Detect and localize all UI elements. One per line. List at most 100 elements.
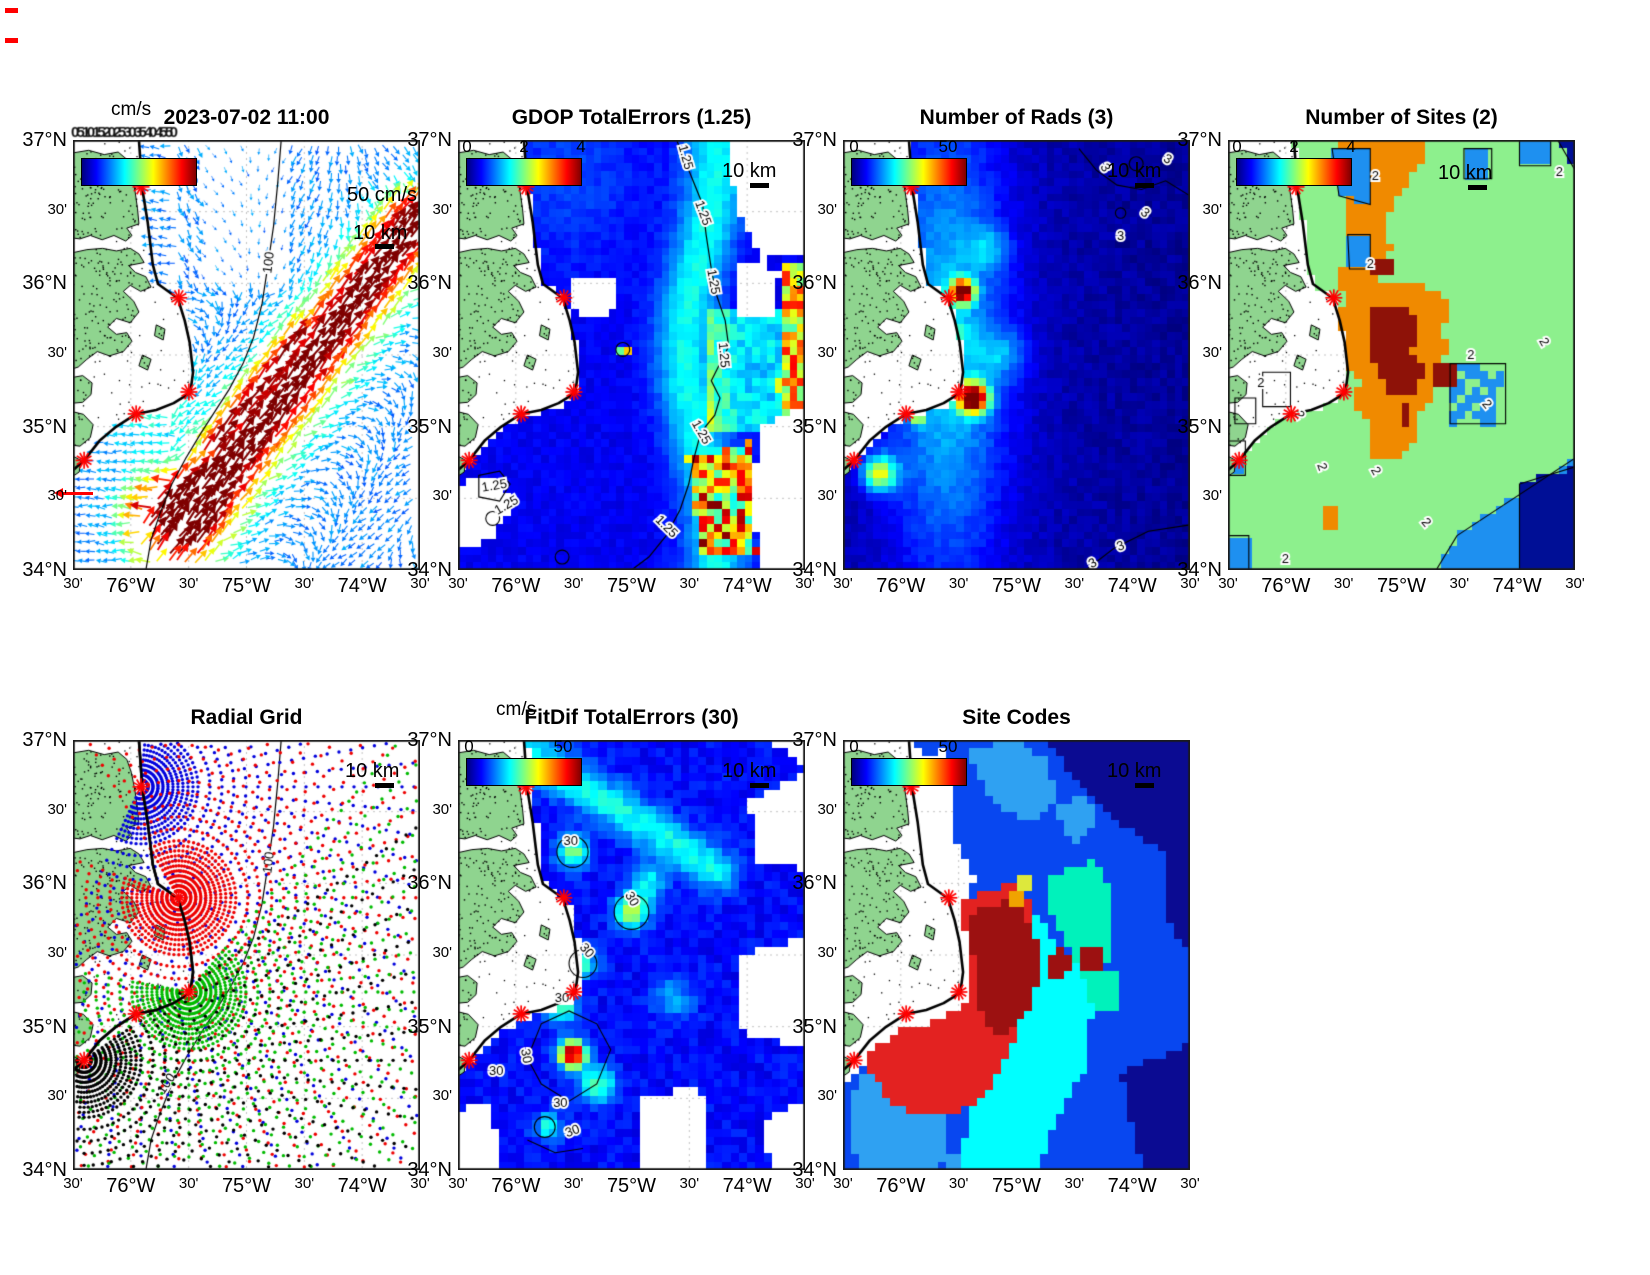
x-axis-tick-label: 30' <box>563 1175 584 1192</box>
colorbar-tick-label: 4 <box>1346 137 1356 156</box>
colorbar: 0 2 4 <box>1232 137 1356 186</box>
scale-bar <box>375 244 394 249</box>
y-axis-tick-label: 37°N <box>792 129 837 151</box>
x-axis-tick-label: 30' <box>63 575 83 592</box>
x-axis-tick-label: 30' <box>1180 1175 1200 1192</box>
scale-bar <box>375 783 394 788</box>
panel-title: Number of Rads (3) <box>919 106 1114 129</box>
y-axis-tick-label: 30' <box>432 800 452 818</box>
panel-surface-currents: 2023-07-02 11:00 cm/s 0 5 10 15 20 25 30… <box>54 99 420 570</box>
panel-title: 2023-07-02 11:00 <box>163 106 330 129</box>
y-axis-tick-label: 35°N <box>792 415 837 438</box>
x-axis-tick-label: 76°W <box>491 575 541 597</box>
scale-bar-label: 10 km <box>1107 160 1162 182</box>
scale-bar <box>750 783 769 788</box>
y-axis-tick-label: 34°N <box>22 1159 67 1181</box>
scale-bar-label: 10 km <box>345 760 400 782</box>
reference-vector-label: 50 cm/s <box>347 184 418 206</box>
colorbar-tick-label: 50 <box>553 737 573 756</box>
y-axis-tick-label: 36°N <box>1177 272 1222 295</box>
y-axis-tick-label: 34°N <box>792 559 837 581</box>
colorbar-tick-label: 2 <box>519 137 529 156</box>
scale-bar <box>1468 185 1487 190</box>
x-axis-tick-label: 30' <box>1449 575 1470 592</box>
panel-title: Site Codes <box>962 706 1071 729</box>
reference-vector-arrow <box>54 488 93 498</box>
y-axis-tick-label: 30' <box>817 487 837 505</box>
x-axis-tick-label: 30' <box>1064 575 1085 592</box>
corner-mark <box>5 8 18 13</box>
y-axis-tick-label: 36°N <box>22 872 67 895</box>
y-axis-tick-label: 35°N <box>1177 415 1222 438</box>
x-axis-tick-label: 30' <box>833 575 853 592</box>
y-axis-tick-label: 30' <box>1202 487 1222 505</box>
x-axis-tick-label: 74°W <box>337 1175 387 1197</box>
colorbar-tick-label: 2 <box>1289 137 1299 156</box>
x-axis-tick-label: 75°W <box>221 575 272 597</box>
x-axis-tick-label: 30' <box>679 575 700 592</box>
y-axis-tick-label: 35°N <box>22 1015 67 1038</box>
corner-mark <box>5 38 18 43</box>
x-axis-tick-label: 75°W <box>991 575 1042 597</box>
x-axis-tick-label: 30' <box>178 1175 199 1192</box>
radial-grid-map-canvas <box>73 740 420 1170</box>
scale-bar-label: 10 km <box>353 222 408 244</box>
y-axis-tick-label: 30' <box>1202 200 1222 218</box>
colorbar-units-label: cm/s <box>496 699 537 720</box>
x-axis-tick-label: 30' <box>833 1175 853 1192</box>
y-axis-tick-label: 30' <box>47 487 67 505</box>
y-axis-tick-label: 34°N <box>22 559 67 581</box>
colorbar-tick-label: 0 <box>464 737 474 756</box>
colorbar-tick-label: 50 <box>938 137 958 156</box>
y-axis-tick-label: 30' <box>817 200 837 218</box>
colorbar-tick-label: 0 <box>849 737 859 756</box>
x-axis-tick-label: 76°W <box>1261 575 1311 597</box>
x-axis-tick-label: 30' <box>448 575 468 592</box>
panel-title: FitDif TotalErrors (30) <box>524 706 739 729</box>
x-axis-tick-label: 76°W <box>106 575 156 597</box>
sites-map-canvas <box>1228 140 1575 570</box>
colorbar-tick-smudge: 0 5 10 15 20 25 30 35 40 45 50 <box>71 124 178 140</box>
x-axis-tick-label: 30' <box>410 575 430 592</box>
panel-title: Number of Sites (2) <box>1305 106 1498 129</box>
y-axis-tick-label: 30' <box>817 1087 837 1105</box>
y-axis-tick-label: 34°N <box>407 559 452 581</box>
x-axis-tick-label: 74°W <box>337 575 387 597</box>
y-axis-tick-label: 30' <box>432 200 452 218</box>
panel-site-codes: Site Codes 0 50 10 km <box>843 706 1190 1170</box>
x-axis-tick-label: 30' <box>1333 575 1354 592</box>
y-axis-tick-label: 30' <box>47 944 67 961</box>
surface-currents-map-canvas <box>73 140 420 570</box>
y-axis-tick-label: 36°N <box>792 272 837 295</box>
x-axis-tick-label: 30' <box>410 1175 430 1192</box>
y-axis-tick-label: 37°N <box>792 729 837 751</box>
y-axis-tick-label: 30' <box>817 800 837 818</box>
x-axis-tick-label: 30' <box>448 1175 468 1192</box>
y-axis-tick-label: 36°N <box>407 872 452 895</box>
x-axis-tick-label: 74°W <box>722 575 772 597</box>
colorbar-tick-label: 50 <box>938 737 958 756</box>
y-axis-tick-label: 30' <box>47 800 67 818</box>
y-axis-tick-label: 30' <box>47 200 67 218</box>
scale-bar <box>1135 183 1154 188</box>
x-axis-tick-label: 75°W <box>606 575 657 597</box>
x-axis-tick-label: 30' <box>1180 575 1200 592</box>
rads-map-canvas <box>843 140 1190 570</box>
colorbar-tick-label: 0 <box>849 137 859 156</box>
scale-bar-label: 10 km <box>1438 162 1493 184</box>
y-axis-tick-label: 30' <box>817 944 837 961</box>
x-axis-tick-label: 74°W <box>1107 1175 1157 1197</box>
x-axis-tick-label: 74°W <box>1492 575 1542 597</box>
y-axis-tick-label: 30' <box>432 487 452 505</box>
panel-title: GDOP TotalErrors (1.25) <box>511 106 752 129</box>
y-axis-tick-label: 34°N <box>1177 559 1222 581</box>
x-axis-tick-label: 74°W <box>1107 575 1157 597</box>
x-axis-tick-label: 30' <box>563 575 584 592</box>
y-axis-tick-label: 36°N <box>22 272 67 295</box>
x-axis-tick-label: 30' <box>1218 575 1238 592</box>
y-axis-tick-label: 34°N <box>407 1159 452 1181</box>
y-axis-tick-label: 30' <box>47 1087 67 1105</box>
x-axis-tick-label: 30' <box>948 1175 969 1192</box>
x-axis-tick-label: 75°W <box>221 1175 272 1197</box>
x-axis-tick-label: 30' <box>795 1175 815 1192</box>
